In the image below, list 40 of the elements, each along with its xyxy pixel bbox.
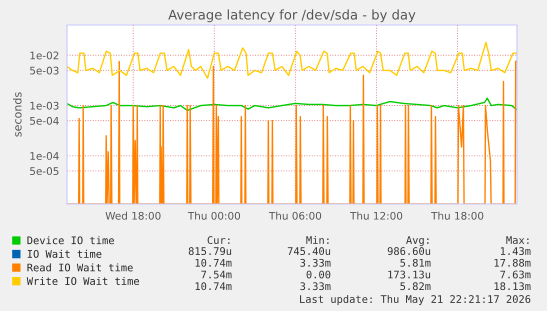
x-tick-label: Thu 18:00 — [431, 212, 484, 220]
text: Last update: Thu May 21 22:21:17 2026 — [300, 294, 530, 306]
y-tick-label: 1e-04 — [30, 152, 59, 160]
legend-label: Device IO time — [27, 236, 114, 244]
text: 986.60u — [388, 247, 430, 256]
y-tick-label: 1e-02 — [30, 51, 58, 60]
text: 0.00 — [306, 270, 330, 278]
x-tick-label: Wed 18:00 — [106, 212, 161, 220]
y-tick-label: 1e-03 — [30, 102, 59, 110]
y-tick-label: 5e-05 — [30, 167, 58, 176]
text: 815.79u — [188, 247, 232, 256]
line-series — [67, 97, 517, 112]
text: Avg: — [406, 236, 428, 246]
text: 1.43m — [500, 247, 531, 256]
text: Max: — [506, 236, 528, 244]
text: 17.88m — [494, 258, 531, 267]
y-tick-label: 5e-04 — [30, 116, 59, 125]
y-axis-title: seconds — [13, 92, 22, 137]
text: 3.33m — [300, 282, 331, 290]
text: 10.74m — [196, 258, 232, 267]
text: Min: — [306, 236, 328, 244]
x-tick-label: Thu 00:00 — [188, 212, 240, 220]
text: Cur: — [208, 236, 230, 244]
text: 18.13m — [494, 282, 531, 290]
text: 7.54m — [201, 270, 232, 278]
text: 5.81m — [400, 258, 431, 267]
x-tick-label: Thu 06:00 — [268, 212, 322, 220]
text: 5.82m — [400, 282, 431, 290]
legend-label: Write IO Wait time — [26, 276, 140, 286]
text: 10.74m — [196, 282, 232, 290]
line-series — [67, 42, 517, 79]
text: 745.40u — [288, 247, 330, 256]
legend-label: IO Wait time — [28, 250, 102, 258]
text: 173.13u — [388, 270, 430, 278]
y-tick-label: 5e-03 — [30, 66, 59, 75]
text: 3.33m — [300, 258, 331, 267]
chart-title: Average latency for /dev/sda - by day — [168, 9, 416, 22]
x-tick-label: Thu 12:00 — [350, 212, 402, 220]
legend-label: Read IO Wait time — [27, 263, 133, 272]
text: 7.63m — [500, 270, 531, 278]
